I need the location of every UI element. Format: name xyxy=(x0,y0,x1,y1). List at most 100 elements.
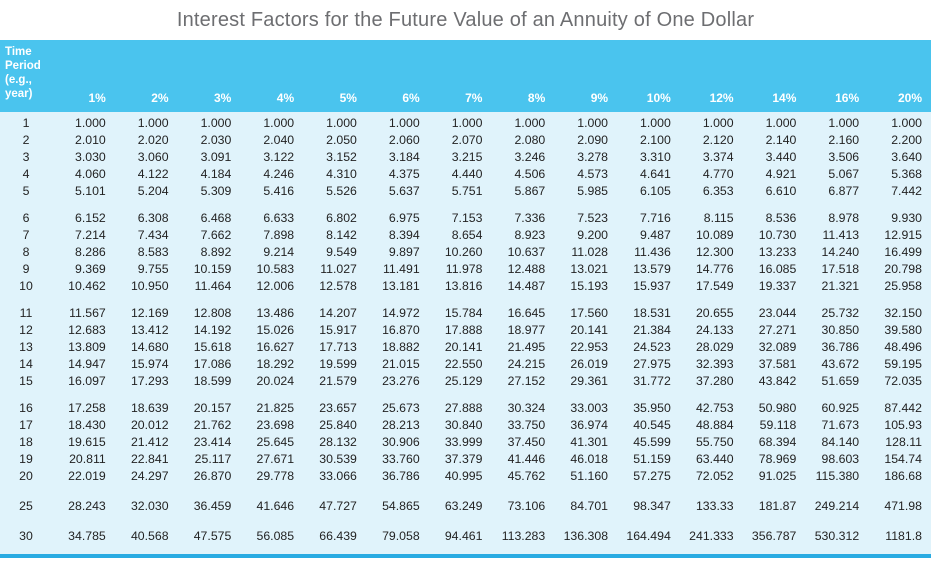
factor-cell: 154.74 xyxy=(884,452,922,466)
factor-cell: 24.133 xyxy=(695,323,734,337)
factor-cell: 9.200 xyxy=(577,228,609,242)
factor-cell: 98.347 xyxy=(633,499,671,513)
factor-cell: 1.000 xyxy=(765,116,797,130)
factor-cell: 5.985 xyxy=(577,184,609,198)
factor-cell: 11.491 xyxy=(382,262,420,276)
rate-column-header: 3% xyxy=(177,40,241,112)
factor-cell: 18.292 xyxy=(256,357,295,371)
factor-cell: 8.923 xyxy=(514,228,546,242)
factor-cell: 24.297 xyxy=(130,469,169,483)
rate-column-header: 10% xyxy=(617,40,680,112)
factor-cell: 3.246 xyxy=(514,150,546,164)
factor-cell: 36.786 xyxy=(821,340,860,354)
factor-cell: 8.583 xyxy=(137,245,169,259)
factor-cell: 8.115 xyxy=(703,211,734,225)
period-cell: 11 xyxy=(19,306,33,320)
factor-cell: 28.132 xyxy=(319,435,357,449)
factor-cell: 17.518 xyxy=(821,262,860,276)
rate-column-header: 12% xyxy=(679,40,743,112)
factor-cell: 356.787 xyxy=(751,529,797,543)
factor-cell: 2.090 xyxy=(577,133,609,147)
time-period-header-line: (e.g., xyxy=(5,74,32,86)
factor-cell: 3.091 xyxy=(200,150,232,164)
factor-cell: 28.029 xyxy=(695,340,734,354)
time-period-header-line: Period xyxy=(5,60,41,72)
factor-cell: 72.035 xyxy=(884,374,922,388)
factor-cell: 11.413 xyxy=(822,228,860,242)
factor-cell: 8.536 xyxy=(765,211,797,225)
group-spacer xyxy=(0,295,931,305)
factor-cell: 3.506 xyxy=(828,150,860,164)
factor-cell: 32.393 xyxy=(695,357,734,371)
factor-cell: 13.233 xyxy=(758,245,797,259)
table-row: 6 6.152 6.308 6.468 6.633 6.802 6.975 7.153 7.33… xyxy=(0,210,931,227)
factor-cell: 59.195 xyxy=(884,357,922,371)
factor-cell: 1.000 xyxy=(388,116,420,130)
factor-cell: 40.545 xyxy=(633,418,671,432)
factor-cell: 5.751 xyxy=(451,184,483,198)
group-spacer-row xyxy=(0,515,931,528)
factor-cell: 115.380 xyxy=(815,469,860,483)
factor-cell: 10.159 xyxy=(193,262,232,276)
factor-cell: 8.654 xyxy=(451,228,483,242)
table-row: 9 9.369 9.755 10.159 10.583 11.027 11.491 11.97… xyxy=(0,261,931,278)
factor-cell: 36.786 xyxy=(382,469,420,483)
factor-cell: 19.599 xyxy=(319,357,357,371)
factor-cell: 20.157 xyxy=(193,401,232,415)
factor-cell: 33.066 xyxy=(319,469,357,483)
factor-cell: 9.214 xyxy=(263,245,295,259)
factor-cell: 3.184 xyxy=(388,150,420,164)
factor-cell: 25.732 xyxy=(821,306,860,320)
factor-cell: 9.549 xyxy=(326,245,357,259)
period-cell: 13 xyxy=(19,340,33,354)
factor-cell: 4.246 xyxy=(263,167,295,181)
factor-cell: 21.412 xyxy=(130,435,169,449)
factor-cell: 24.523 xyxy=(633,340,671,354)
factor-cell: 2.200 xyxy=(891,133,922,147)
factor-cell: 181.87 xyxy=(758,499,797,513)
factor-cell: 63.440 xyxy=(695,452,734,466)
factor-cell: 36.459 xyxy=(193,499,232,513)
factor-cell: 1.000 xyxy=(828,116,860,130)
factor-cell: 87.442 xyxy=(884,401,922,415)
table-row: 2 2.010 2.020 2.030 2.040 2.050 2.060 2.070 2.08… xyxy=(0,132,931,149)
factor-cell: 30.850 xyxy=(821,323,860,337)
factor-cell: 4.573 xyxy=(577,167,609,181)
factor-cell: 27.671 xyxy=(256,452,295,466)
factor-cell: 136.308 xyxy=(563,529,609,543)
factor-cell: 15.937 xyxy=(633,279,671,293)
factor-cell: 10.730 xyxy=(758,228,797,242)
header-row: Time Period (e.g., year) 1% 2% 3% 4% 5% 6% 7% 8% 9%… xyxy=(0,40,931,112)
factor-cell: 46.018 xyxy=(570,452,609,466)
factor-cell: 25.117 xyxy=(194,452,232,466)
rate-column-header: 8% xyxy=(491,40,555,112)
factor-cell: 20.024 xyxy=(256,374,295,388)
factor-cell: 16.097 xyxy=(68,374,106,388)
factor-cell: 3.374 xyxy=(702,150,734,164)
factor-cell: 12.169 xyxy=(130,306,169,320)
factor-cell: 13.816 xyxy=(444,279,483,293)
factor-cell: 41.446 xyxy=(507,452,546,466)
factor-cell: 3.215 xyxy=(451,150,483,164)
factor-cell: 8.978 xyxy=(828,211,860,225)
factor-cell: 7.153 xyxy=(451,211,483,225)
table-row: 12 12.683 13.412 14.192 15.026 15.917 16.870 17… xyxy=(0,322,931,339)
rate-column-header: 1% xyxy=(52,40,115,112)
factor-cell: 2.050 xyxy=(326,133,357,147)
factor-cell: 1.000 xyxy=(702,116,734,130)
factor-cell: 6.877 xyxy=(828,184,860,198)
group-spacer xyxy=(0,200,931,210)
factor-cell: 14.776 xyxy=(695,262,734,276)
factor-cell: 1.000 xyxy=(891,116,922,130)
period-cell: 2 xyxy=(22,133,30,147)
factor-cell: 2.030 xyxy=(200,133,232,147)
table-row: 5 5.101 5.204 5.309 5.416 5.526 5.637 5.751 5.86… xyxy=(0,183,931,200)
table-row: 14 14.947 15.974 17.086 18.292 19.599 21.015 22… xyxy=(0,356,931,373)
factor-cell: 2.100 xyxy=(640,133,671,147)
factor-cell: 5.067 xyxy=(828,167,860,181)
period-cell: 6 xyxy=(22,211,30,225)
factor-cell: 33.760 xyxy=(382,452,420,466)
rate-column-header: 14% xyxy=(742,40,806,112)
factor-cell: 241.333 xyxy=(689,529,734,543)
factor-cell: 7.442 xyxy=(891,184,922,198)
